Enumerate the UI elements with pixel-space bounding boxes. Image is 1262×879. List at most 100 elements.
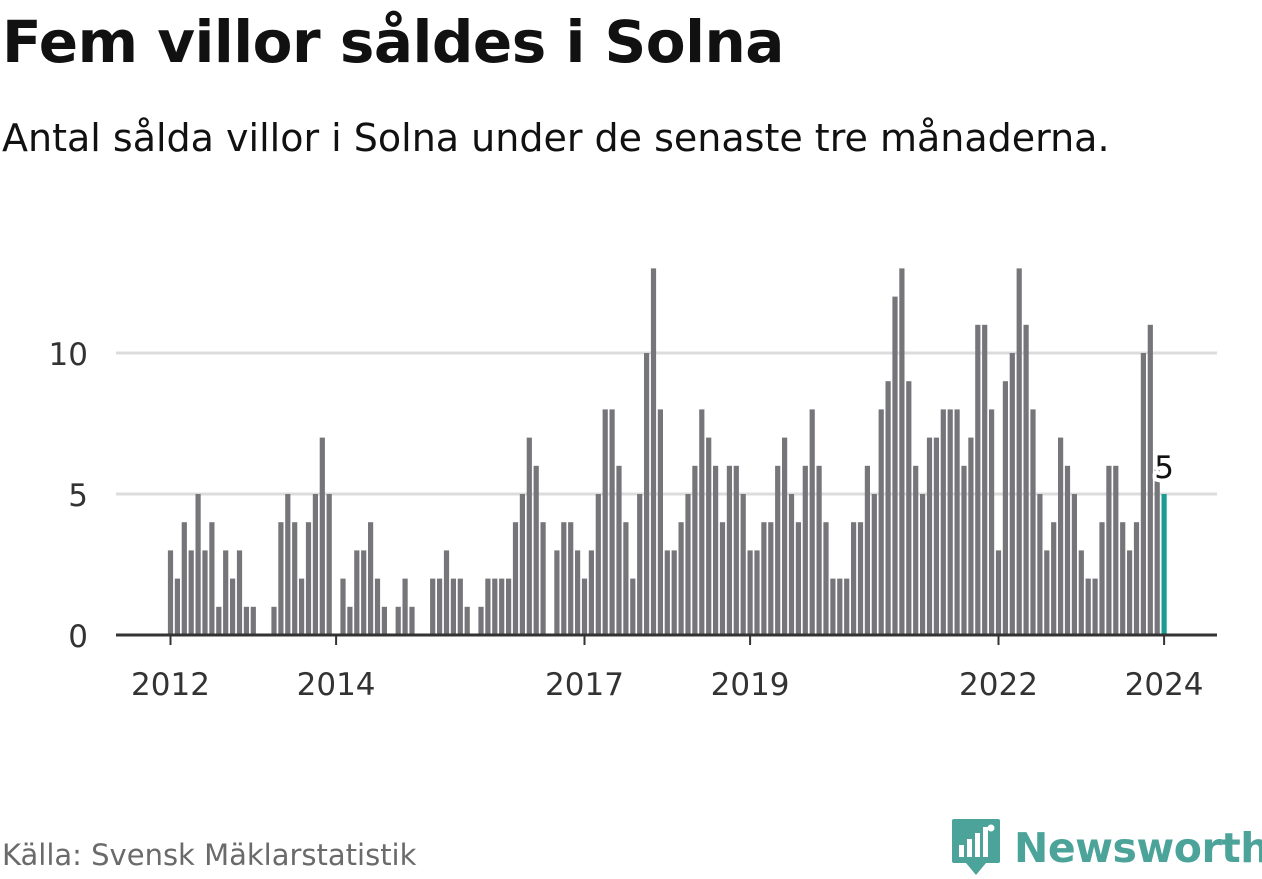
axes: 0 5 10 2012 2014 2017 2019 2022 2024 <box>49 337 1217 703</box>
bar <box>526 437 532 635</box>
bar <box>250 606 256 635</box>
bar <box>506 578 512 635</box>
bar <box>947 409 953 635</box>
bar <box>561 522 567 635</box>
bar <box>437 578 443 635</box>
data-label-latest: 5 <box>1154 450 1174 486</box>
bar <box>374 578 381 635</box>
bar-highlight <box>1161 494 1167 635</box>
bar <box>782 437 788 635</box>
bar <box>940 409 946 635</box>
bar <box>837 578 843 635</box>
bar <box>1002 381 1008 635</box>
bar <box>857 522 864 635</box>
bar <box>1037 494 1043 635</box>
bar <box>1058 437 1064 635</box>
x-tick-label-2022: 2022 <box>959 667 1038 703</box>
bar <box>671 550 677 635</box>
bar <box>1044 550 1050 635</box>
bar <box>478 606 484 635</box>
bar <box>844 578 850 635</box>
bar <box>319 437 325 635</box>
bar <box>485 578 491 635</box>
bar <box>851 522 857 635</box>
bar <box>775 465 781 635</box>
bar <box>181 522 187 635</box>
bar <box>692 465 698 635</box>
source-note: Källa: Svensk Mäklarstatistik <box>2 838 417 872</box>
bar <box>340 578 346 635</box>
bar <box>1154 465 1160 635</box>
bar <box>402 578 408 635</box>
bar <box>230 578 236 635</box>
x-tick-label-2024: 2024 <box>1125 667 1204 703</box>
bar <box>657 409 663 635</box>
bar <box>864 465 870 635</box>
bar <box>761 522 767 635</box>
chart-subtitle: Antal sålda villor i Solna under de sena… <box>2 116 1110 160</box>
bar <box>1140 353 1146 635</box>
bar <box>609 409 615 635</box>
bar <box>733 465 739 635</box>
bar <box>1030 409 1036 635</box>
bar <box>1071 494 1077 635</box>
bar <box>713 465 719 635</box>
bar <box>368 522 374 635</box>
bar <box>361 550 367 635</box>
bar <box>271 606 277 635</box>
bar <box>926 437 933 635</box>
bar <box>1023 324 1029 635</box>
bar <box>961 465 967 635</box>
bar <box>292 522 298 635</box>
bars <box>167 268 1167 635</box>
bar <box>1127 550 1133 635</box>
y-tick-label-5: 5 <box>68 478 88 514</box>
chart-title: Fem villor såldes i Solna <box>2 8 784 76</box>
bar <box>954 409 960 635</box>
brand-name: Newsworthy <box>1014 824 1262 872</box>
bar <box>568 522 574 635</box>
bar <box>740 494 746 635</box>
bar <box>871 494 877 635</box>
bar <box>519 494 525 635</box>
bar <box>1133 522 1140 635</box>
x-tick-label-2017: 2017 <box>545 667 624 703</box>
bar <box>236 550 243 635</box>
bar <box>581 578 588 635</box>
bar <box>1099 522 1105 635</box>
x-tick-label-2012: 2012 <box>131 667 210 703</box>
bar <box>430 578 436 635</box>
bar <box>174 578 180 635</box>
bar <box>1064 465 1071 635</box>
bar <box>968 437 974 635</box>
bar <box>906 381 912 635</box>
bar <box>975 324 981 635</box>
bar <box>1092 578 1098 635</box>
brand-logo[interactable]: Newsworthy <box>950 818 1262 878</box>
bar <box>312 494 318 635</box>
bar <box>719 522 726 635</box>
bar <box>409 606 415 635</box>
bar <box>644 353 650 635</box>
bar <box>299 578 305 635</box>
bar <box>809 409 815 635</box>
bar <box>381 606 387 635</box>
bar <box>933 437 939 635</box>
bar <box>285 494 291 635</box>
bar <box>823 522 829 635</box>
bar <box>588 550 594 635</box>
bar <box>347 606 353 635</box>
bar <box>305 522 312 635</box>
bar <box>899 268 905 635</box>
bar <box>492 578 498 635</box>
bar <box>554 550 560 635</box>
bar <box>1113 465 1119 635</box>
bar <box>575 550 581 635</box>
bar <box>768 522 774 635</box>
bar <box>1016 268 1022 635</box>
bar <box>1051 522 1057 635</box>
bar <box>623 522 629 635</box>
bar <box>616 465 622 635</box>
x-tick-label-2019: 2019 <box>711 667 790 703</box>
